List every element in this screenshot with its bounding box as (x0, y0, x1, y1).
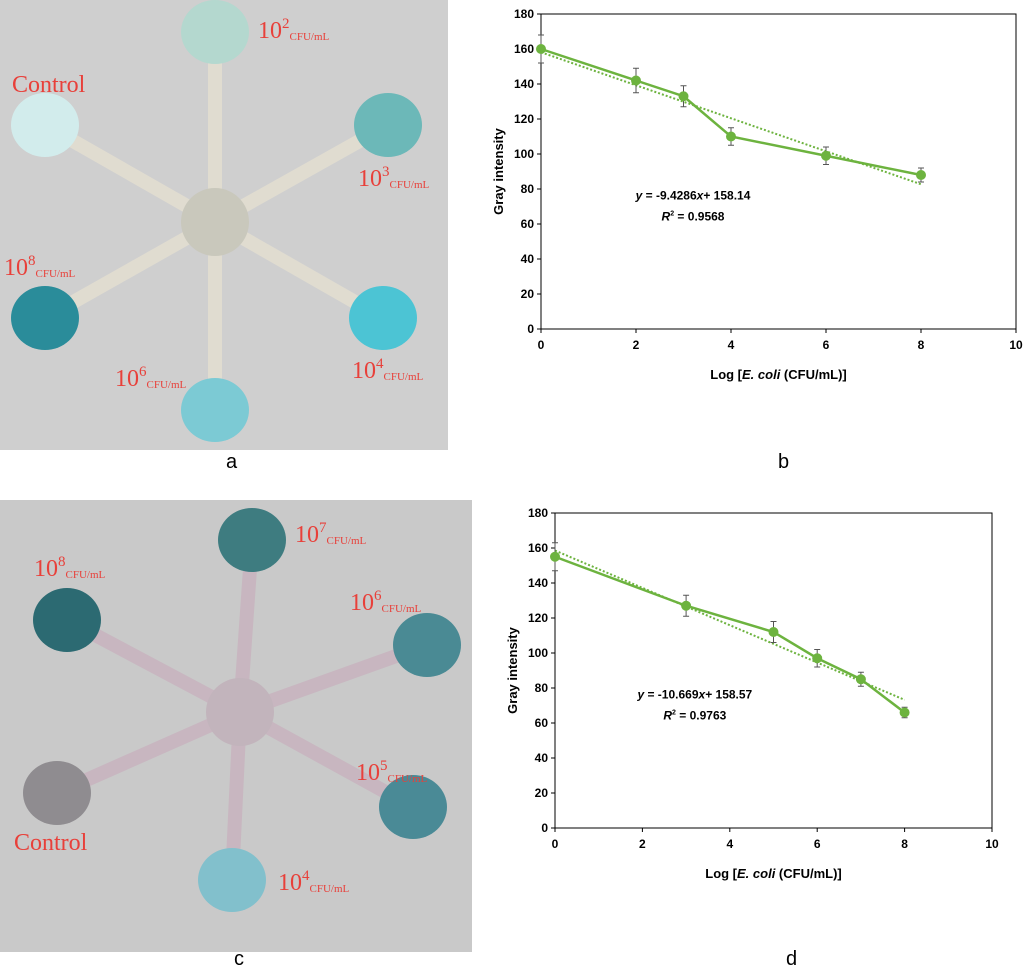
data-point (855, 674, 866, 685)
detection-spot (181, 378, 249, 442)
data-line (554, 555, 906, 714)
regression-equation: y = -10.669x+ 158.57 (636, 688, 752, 702)
panel-label-c: c (234, 948, 244, 970)
y-axis-label: Gray intensity (505, 626, 520, 713)
x-tick-label: 4 (726, 837, 733, 851)
y-tick-label: 80 (535, 681, 549, 695)
concentration-label: 105CFU/mL (356, 758, 428, 786)
chart-panel-b: 0 20 40 60 80 100 120 140 160 180 0 2 4 6 8 10 Gray inte… (491, 7, 1023, 382)
data-point (550, 551, 560, 562)
x-tick-label: 10 (1009, 338, 1023, 352)
panel-label-b: b (778, 451, 790, 473)
detection-spot (11, 93, 79, 157)
y-tick-label: 140 (528, 576, 548, 590)
photo-panel-c: 107CFU/mL 108CFU/mL 106CFU/mL Control 105CFU… (0, 500, 472, 952)
r-squared: R2 = 0.9568 (662, 210, 725, 224)
plot-frame (540, 13, 1017, 330)
regression-equation: y = -9.4286x+ 158.14 (635, 189, 751, 203)
x-tick-label: 0 (538, 338, 545, 352)
data-point (631, 75, 641, 86)
concentration-label: 104CFU/mL (278, 868, 350, 896)
concentration-label: 103CFU/mL (358, 164, 430, 192)
y-tick-label: 0 (541, 821, 548, 835)
x-tick-label: 2 (639, 837, 646, 851)
photo-panel-a: 102CFU/mL Control 103CFU/mL 108CFU/mL 104CFU… (0, 0, 448, 450)
data-point (681, 600, 692, 611)
concentration-label: 107CFU/mL (295, 520, 367, 548)
detection-spot (218, 508, 286, 572)
detection-spot (379, 775, 447, 839)
concentration-label: Control (14, 830, 88, 856)
data-point (768, 627, 779, 637)
data-point (899, 707, 910, 718)
y-tick-label: 60 (535, 716, 549, 730)
r-squared: R2 = 0.9763 (663, 709, 726, 723)
detection-spot (354, 93, 422, 157)
central-hub (181, 188, 249, 256)
x-tick-label: 8 (918, 338, 925, 352)
detection-spot (198, 848, 266, 912)
y-tick-label: 80 (521, 182, 535, 196)
y-tick-label: 180 (528, 506, 548, 520)
plot-frame (554, 512, 993, 829)
y-tick-label: 160 (514, 42, 534, 56)
panel-label-d: d (786, 948, 798, 970)
concentration-label: Control (12, 72, 86, 98)
y-tick-label: 140 (514, 77, 534, 91)
y-tick-label: 180 (514, 7, 534, 21)
y-tick-label: 100 (514, 147, 534, 161)
y-tick-label: 20 (535, 786, 549, 800)
y-tick-label: 60 (521, 217, 535, 231)
detection-spot (349, 286, 417, 350)
detection-spot (33, 588, 101, 652)
trendline (554, 549, 905, 701)
detection-spot (181, 0, 249, 64)
x-tick-label: 6 (823, 338, 830, 352)
data-point (726, 131, 736, 142)
y-axis-label: Gray intensity (491, 127, 506, 214)
data-point (916, 170, 926, 180)
detection-spot (393, 613, 461, 677)
data-point (812, 653, 823, 664)
y-tick-label: 160 (528, 541, 548, 555)
data-point (536, 44, 546, 54)
data-point (678, 91, 689, 102)
concentration-label: 108CFU/mL (34, 554, 106, 582)
trendline (540, 51, 922, 186)
x-tick-label: 0 (552, 837, 559, 851)
y-tick-label: 40 (521, 252, 535, 266)
concentration-label: 104CFU/mL (352, 356, 424, 384)
concentration-label: 102CFU/mL (258, 16, 330, 44)
x-tick-label: 6 (814, 837, 821, 851)
concentration-label: 108CFU/mL (4, 253, 76, 281)
data-point (821, 150, 831, 161)
central-hub (206, 678, 274, 746)
panel-label-a: a (226, 451, 238, 473)
concentration-label: 106CFU/mL (115, 364, 187, 392)
y-tick-label: 120 (514, 112, 534, 126)
x-tick-label: 10 (985, 837, 999, 851)
y-tick-label: 0 (527, 322, 534, 336)
y-tick-label: 40 (535, 751, 549, 765)
concentration-label: 106CFU/mL (350, 588, 422, 616)
y-tick-label: 20 (521, 287, 535, 301)
data-line (540, 47, 922, 177)
x-tick-label: 8 (901, 837, 908, 851)
y-tick-label: 100 (528, 646, 548, 660)
detection-spot (11, 286, 79, 350)
x-tick-label: 4 (728, 338, 735, 352)
detection-spot (23, 761, 91, 825)
y-tick-label: 120 (528, 611, 548, 625)
chart-panel-d: 0 20 40 60 80 100 120 140 160 180 0 2 4 6 8 10 Gray inte… (505, 506, 999, 881)
x-tick-label: 2 (633, 338, 640, 352)
x-axis-label: Log [E. coli (CFU/mL)] (705, 866, 842, 881)
x-axis-label: Log [E. coli (CFU/mL)] (710, 367, 847, 382)
